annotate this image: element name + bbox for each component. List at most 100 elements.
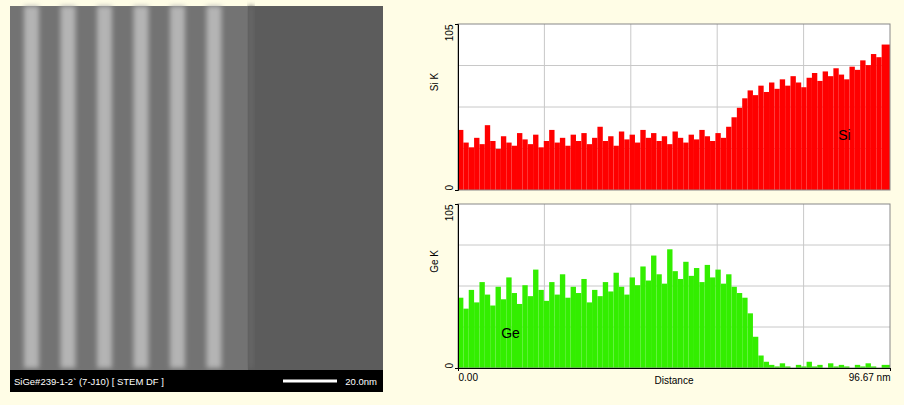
bar [608, 136, 613, 190]
bar [737, 293, 742, 368]
y-tick-label: 0 [444, 185, 455, 191]
bar [522, 139, 527, 190]
bar [785, 86, 790, 190]
bar [758, 86, 763, 190]
grid [458, 24, 890, 190]
bar [748, 90, 753, 190]
y-axis-line [455, 205, 459, 369]
x-tick: 96.67 nm [849, 368, 891, 383]
bar [683, 143, 688, 190]
bar [673, 132, 678, 190]
bar [608, 291, 613, 368]
bar [807, 78, 812, 190]
bar [753, 95, 758, 190]
bar [882, 45, 890, 190]
bar [817, 81, 822, 190]
bar [576, 293, 581, 368]
bar [790, 76, 795, 190]
bar [485, 295, 490, 368]
bar [555, 295, 560, 368]
bar [635, 143, 640, 190]
bar [683, 262, 688, 368]
bar [689, 135, 694, 190]
layer-stripes [24, 6, 222, 368]
bar [780, 363, 785, 368]
bar [506, 277, 511, 368]
bar [656, 274, 661, 368]
bar [646, 138, 651, 190]
bar [538, 290, 543, 368]
bar [555, 143, 560, 190]
bar [587, 144, 592, 190]
bar [581, 279, 586, 368]
bar [823, 71, 828, 190]
image-caption: SiGe#239-1-2` (7-J10) [ STEM DF ] [14, 376, 164, 387]
bar [812, 73, 817, 190]
bar [490, 141, 495, 190]
bar [571, 135, 576, 190]
stem-image: SiGe#239-1-2` (7-J10) [ STEM DF ]20.0nm [10, 6, 383, 392]
bar [667, 144, 672, 190]
bar [769, 82, 774, 190]
bar [597, 127, 602, 190]
bars [458, 249, 890, 368]
bar [758, 356, 763, 368]
profile-panel: Si0105Si K [429, 24, 890, 191]
bar [614, 146, 619, 190]
bar [544, 301, 549, 368]
bar [560, 274, 565, 368]
bar [619, 132, 624, 190]
bar [522, 285, 527, 368]
y-tick-mark [455, 24, 458, 25]
bar [624, 295, 629, 368]
series-label: Ge [501, 325, 520, 341]
light-layer [207, 6, 222, 368]
bar [463, 143, 468, 190]
bar [753, 337, 758, 368]
bar [866, 363, 871, 368]
bar [807, 362, 812, 368]
bar [662, 284, 667, 368]
bar [528, 144, 533, 190]
bar [689, 276, 694, 368]
bar [710, 141, 715, 190]
bar [560, 138, 565, 190]
bar [694, 268, 699, 368]
x-tick-label: 0.00 [459, 372, 479, 383]
bar [731, 287, 736, 368]
plot-background [458, 24, 890, 190]
bar [565, 146, 570, 190]
x-tick-label: 96.67 nm [849, 372, 891, 383]
bar [774, 89, 779, 190]
y-tick-label: 105 [444, 204, 455, 221]
bar [796, 82, 801, 190]
bar [630, 277, 635, 368]
bar [581, 133, 586, 190]
y-tick: 0 [444, 185, 458, 191]
bar [866, 65, 871, 190]
y-tick-mark [455, 204, 458, 205]
bar [721, 138, 726, 190]
bar [496, 287, 501, 368]
plot-background [458, 204, 890, 368]
y-tick: 0 [444, 363, 458, 369]
bar [506, 143, 511, 190]
bar [828, 76, 833, 190]
plot-frame [458, 24, 890, 190]
bar [871, 54, 876, 190]
caption-bar [10, 370, 383, 392]
bar [721, 284, 726, 368]
bar [469, 290, 474, 368]
x-tick: 0.00 [459, 368, 479, 383]
x-axis-title: Distance [655, 375, 694, 386]
grid-line [458, 245, 890, 246]
bar [501, 136, 506, 190]
bar [860, 60, 865, 190]
y-tick-label: 105 [444, 24, 455, 41]
light-layer [170, 6, 185, 368]
bar [780, 79, 785, 190]
bar [726, 274, 731, 368]
bar [715, 270, 720, 368]
bar [479, 144, 484, 190]
light-layer [61, 6, 76, 368]
